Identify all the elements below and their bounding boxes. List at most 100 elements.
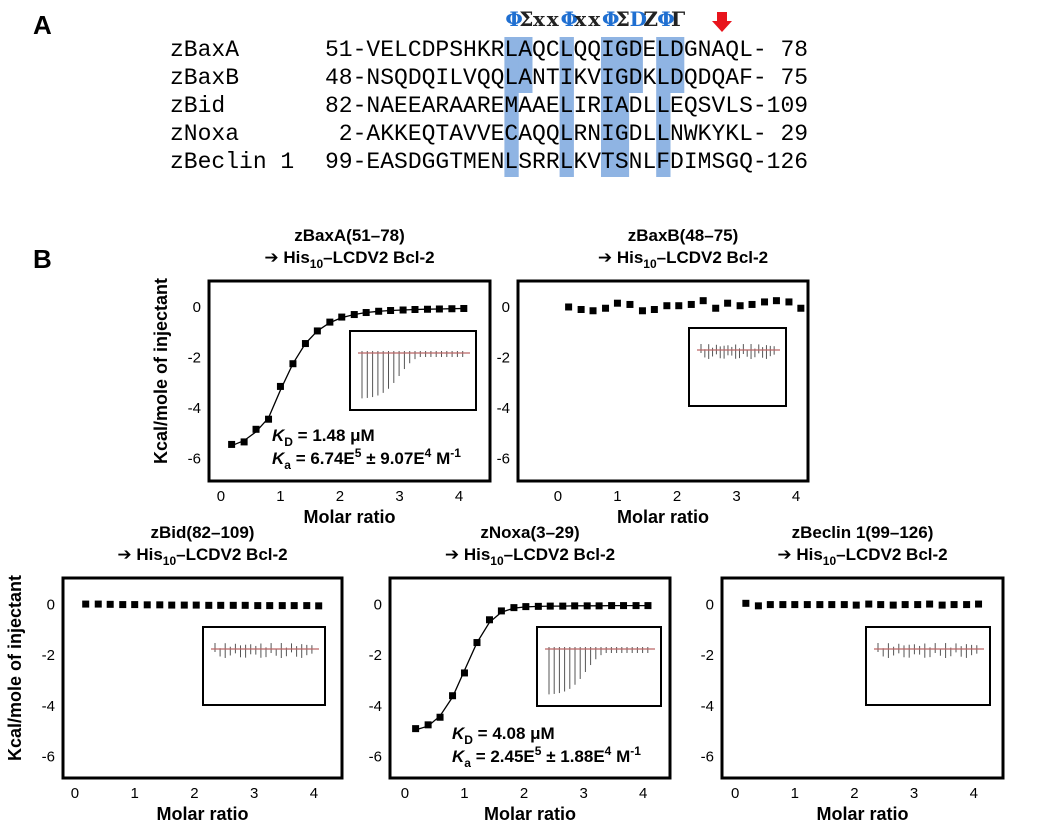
- data-point: [852, 601, 860, 609]
- y-tick-label: -2: [701, 647, 714, 664]
- highlight: [614, 37, 630, 65]
- data-point: [754, 602, 762, 610]
- data-point: [362, 309, 370, 317]
- x-tick-label: 1: [613, 488, 621, 505]
- text-part: -1: [450, 446, 461, 460]
- data-point: [699, 297, 707, 305]
- data-point: [889, 601, 897, 609]
- x-tick-label: 2: [190, 785, 198, 802]
- highlight: [504, 37, 519, 65]
- motif-char: Σ: [519, 7, 533, 31]
- y-tick-label: 0: [47, 597, 55, 614]
- data-point: [315, 602, 323, 610]
- highlight: [614, 93, 630, 121]
- motif-char: Σ: [616, 7, 630, 31]
- chart-title: zBid(82–109): [151, 523, 255, 542]
- text-part: K: [272, 426, 286, 445]
- highlight: [559, 93, 574, 121]
- data-point: [803, 601, 811, 609]
- highlight: [559, 37, 574, 65]
- x-tick-label: 4: [970, 785, 978, 802]
- data-point: [449, 692, 457, 700]
- text-part: ± 1.88E: [541, 747, 604, 766]
- text-part: a: [464, 756, 471, 770]
- x-tick-label: 3: [579, 785, 587, 802]
- y-tick-label: -6: [701, 748, 714, 765]
- data-point: [460, 669, 468, 677]
- x-tick-label: 3: [395, 488, 403, 505]
- data-point: [301, 340, 309, 348]
- text-part: ± 9.07E: [361, 449, 424, 468]
- motif-char: Φ: [505, 7, 522, 31]
- text-part: ➔ His: [445, 545, 490, 564]
- data-point: [289, 360, 297, 368]
- x-tick-label: 0: [731, 785, 739, 802]
- data-point: [577, 305, 585, 313]
- inset-frame: [349, 330, 477, 411]
- data-point: [303, 602, 311, 610]
- data-point: [278, 602, 286, 610]
- data-point: [546, 602, 554, 610]
- data-point: [266, 602, 274, 610]
- motif-char: Φ: [602, 7, 619, 31]
- x-tick-label: 4: [455, 488, 463, 505]
- data-point: [779, 601, 787, 609]
- text-part: 5: [355, 446, 362, 460]
- y-tick-label: -4: [369, 698, 382, 715]
- text-part: zNoxa(3–29): [480, 523, 579, 542]
- y-axis-label: Kcal/mole of injectant: [151, 278, 171, 464]
- y-tick-label: -6: [188, 450, 201, 467]
- highlight: [656, 65, 671, 93]
- text-part: D: [464, 733, 473, 747]
- text-part: –LCDV2 Bcl-2: [504, 545, 615, 564]
- y-tick-label: 0: [502, 299, 510, 316]
- text-part: 5: [535, 744, 542, 758]
- data-point: [387, 307, 395, 315]
- x-axis-label: Molar ratio: [484, 804, 576, 824]
- protein-name: zNoxa: [170, 121, 239, 147]
- motif-char: Φ: [657, 7, 674, 31]
- chart-title: zNoxa(3–29): [480, 523, 579, 542]
- data-point: [156, 601, 164, 609]
- plot-frame: [720, 576, 1005, 780]
- data-point: [460, 304, 468, 312]
- chart-title: ➔ His10–LCDV2 Bcl-2: [264, 248, 434, 271]
- data-point: [559, 602, 567, 610]
- data-point: [228, 440, 236, 448]
- text-part: 4: [425, 446, 432, 460]
- data-point: [724, 299, 732, 307]
- text-part: zBaxB(48–75): [628, 226, 739, 245]
- y-tick-label: -4: [188, 400, 201, 417]
- data-point: [497, 607, 505, 615]
- motif-char: x: [533, 7, 546, 31]
- text-part: 10: [643, 257, 657, 271]
- y-tick-label: -6: [42, 748, 55, 765]
- x-axis-label: Molar ratio: [156, 804, 248, 824]
- y-tick-label: 0: [706, 597, 714, 614]
- data-point: [865, 600, 873, 608]
- data-point: [644, 602, 652, 610]
- data-point: [571, 602, 579, 610]
- inset-frame: [688, 327, 787, 407]
- text-part: 10: [823, 554, 837, 568]
- data-point: [613, 299, 621, 307]
- highlight: [559, 121, 574, 149]
- plot-frame: [61, 576, 344, 780]
- data-point: [131, 601, 139, 609]
- data-point: [290, 602, 298, 610]
- data-point: [963, 601, 971, 609]
- text-part: 10: [310, 257, 324, 271]
- data-point: [106, 600, 114, 608]
- x-tick-label: 3: [250, 785, 258, 802]
- highlight: [670, 37, 685, 65]
- data-point: [901, 601, 909, 609]
- data-point: [205, 601, 213, 609]
- highlight: [656, 121, 671, 149]
- highlight: [504, 93, 519, 121]
- data-point: [423, 305, 431, 313]
- data-point: [589, 307, 597, 315]
- data-point: [412, 725, 420, 733]
- data-point: [583, 602, 591, 610]
- y-tick-label: -2: [42, 647, 55, 664]
- text-part: 10: [490, 554, 504, 568]
